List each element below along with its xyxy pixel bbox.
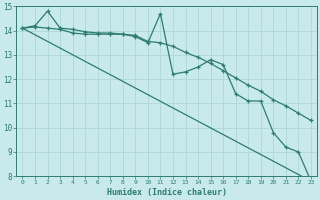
X-axis label: Humidex (Indice chaleur): Humidex (Indice chaleur): [107, 188, 227, 197]
